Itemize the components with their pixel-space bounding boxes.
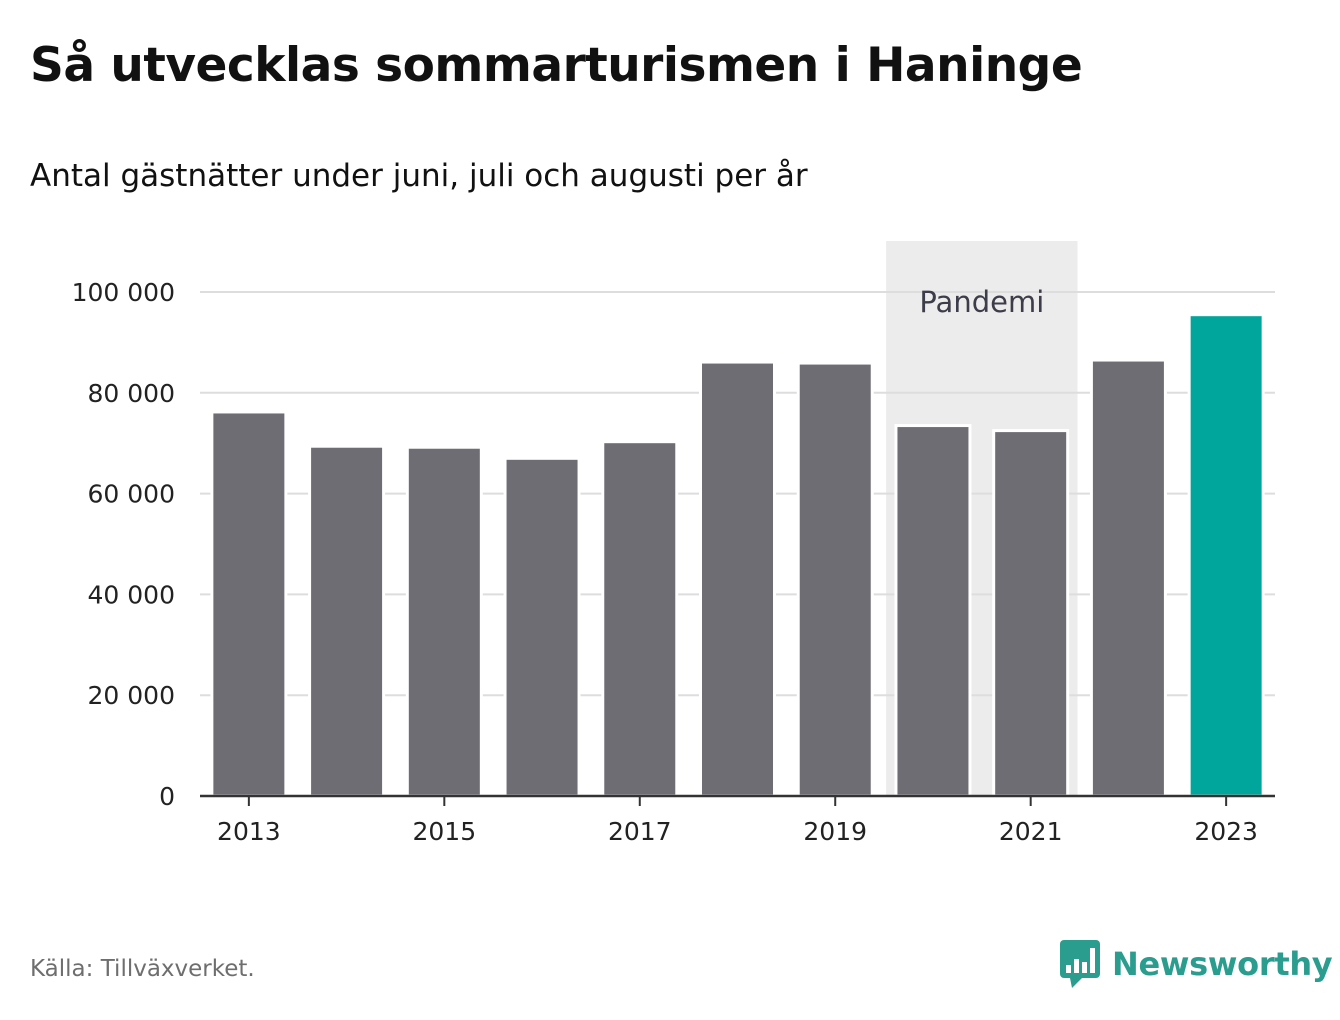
bar-2015 — [405, 445, 483, 798]
y-tick-label: 0 — [159, 782, 175, 811]
x-tick-label: 2023 — [1194, 817, 1258, 846]
y-tick-label: 80 000 — [88, 379, 175, 408]
bar-2014 — [308, 444, 386, 798]
brand-name: Newsworthy — [1112, 945, 1333, 983]
bar-2023 — [1187, 313, 1265, 798]
y-tick-label: 60 000 — [88, 480, 175, 509]
chart-title: Så utvecklas sommarturismen i Haninge — [30, 38, 1083, 93]
bar-2021 — [992, 429, 1070, 798]
y-tick-label: 20 000 — [88, 681, 175, 710]
source-note: Källa: Tillväxverket. — [30, 956, 255, 982]
bar-2013 — [210, 410, 288, 798]
bar-2017 — [601, 440, 679, 798]
x-tick-label: 2013 — [217, 817, 281, 846]
y-tick-label: 100 000 — [72, 278, 175, 307]
bar-2019 — [796, 361, 874, 798]
x-tick-label: 2015 — [413, 817, 477, 846]
bar-2016 — [503, 456, 581, 798]
y-tick-label: 40 000 — [88, 580, 175, 609]
bar-chart-speech-bubble-icon — [1060, 940, 1100, 988]
pandemic-band-label: Pandemi — [919, 285, 1044, 319]
x-tick-label: 2021 — [999, 817, 1063, 846]
brand-logo: Newsworthy — [1060, 940, 1333, 988]
bar-2022 — [1089, 358, 1167, 798]
x-tick-label: 2017 — [608, 817, 672, 846]
x-tick-label: 2019 — [803, 817, 867, 846]
bar-2018 — [699, 360, 776, 798]
bar-2020 — [894, 424, 972, 798]
chart-subtitle: Antal gästnätter under juni, juli och au… — [30, 158, 808, 194]
